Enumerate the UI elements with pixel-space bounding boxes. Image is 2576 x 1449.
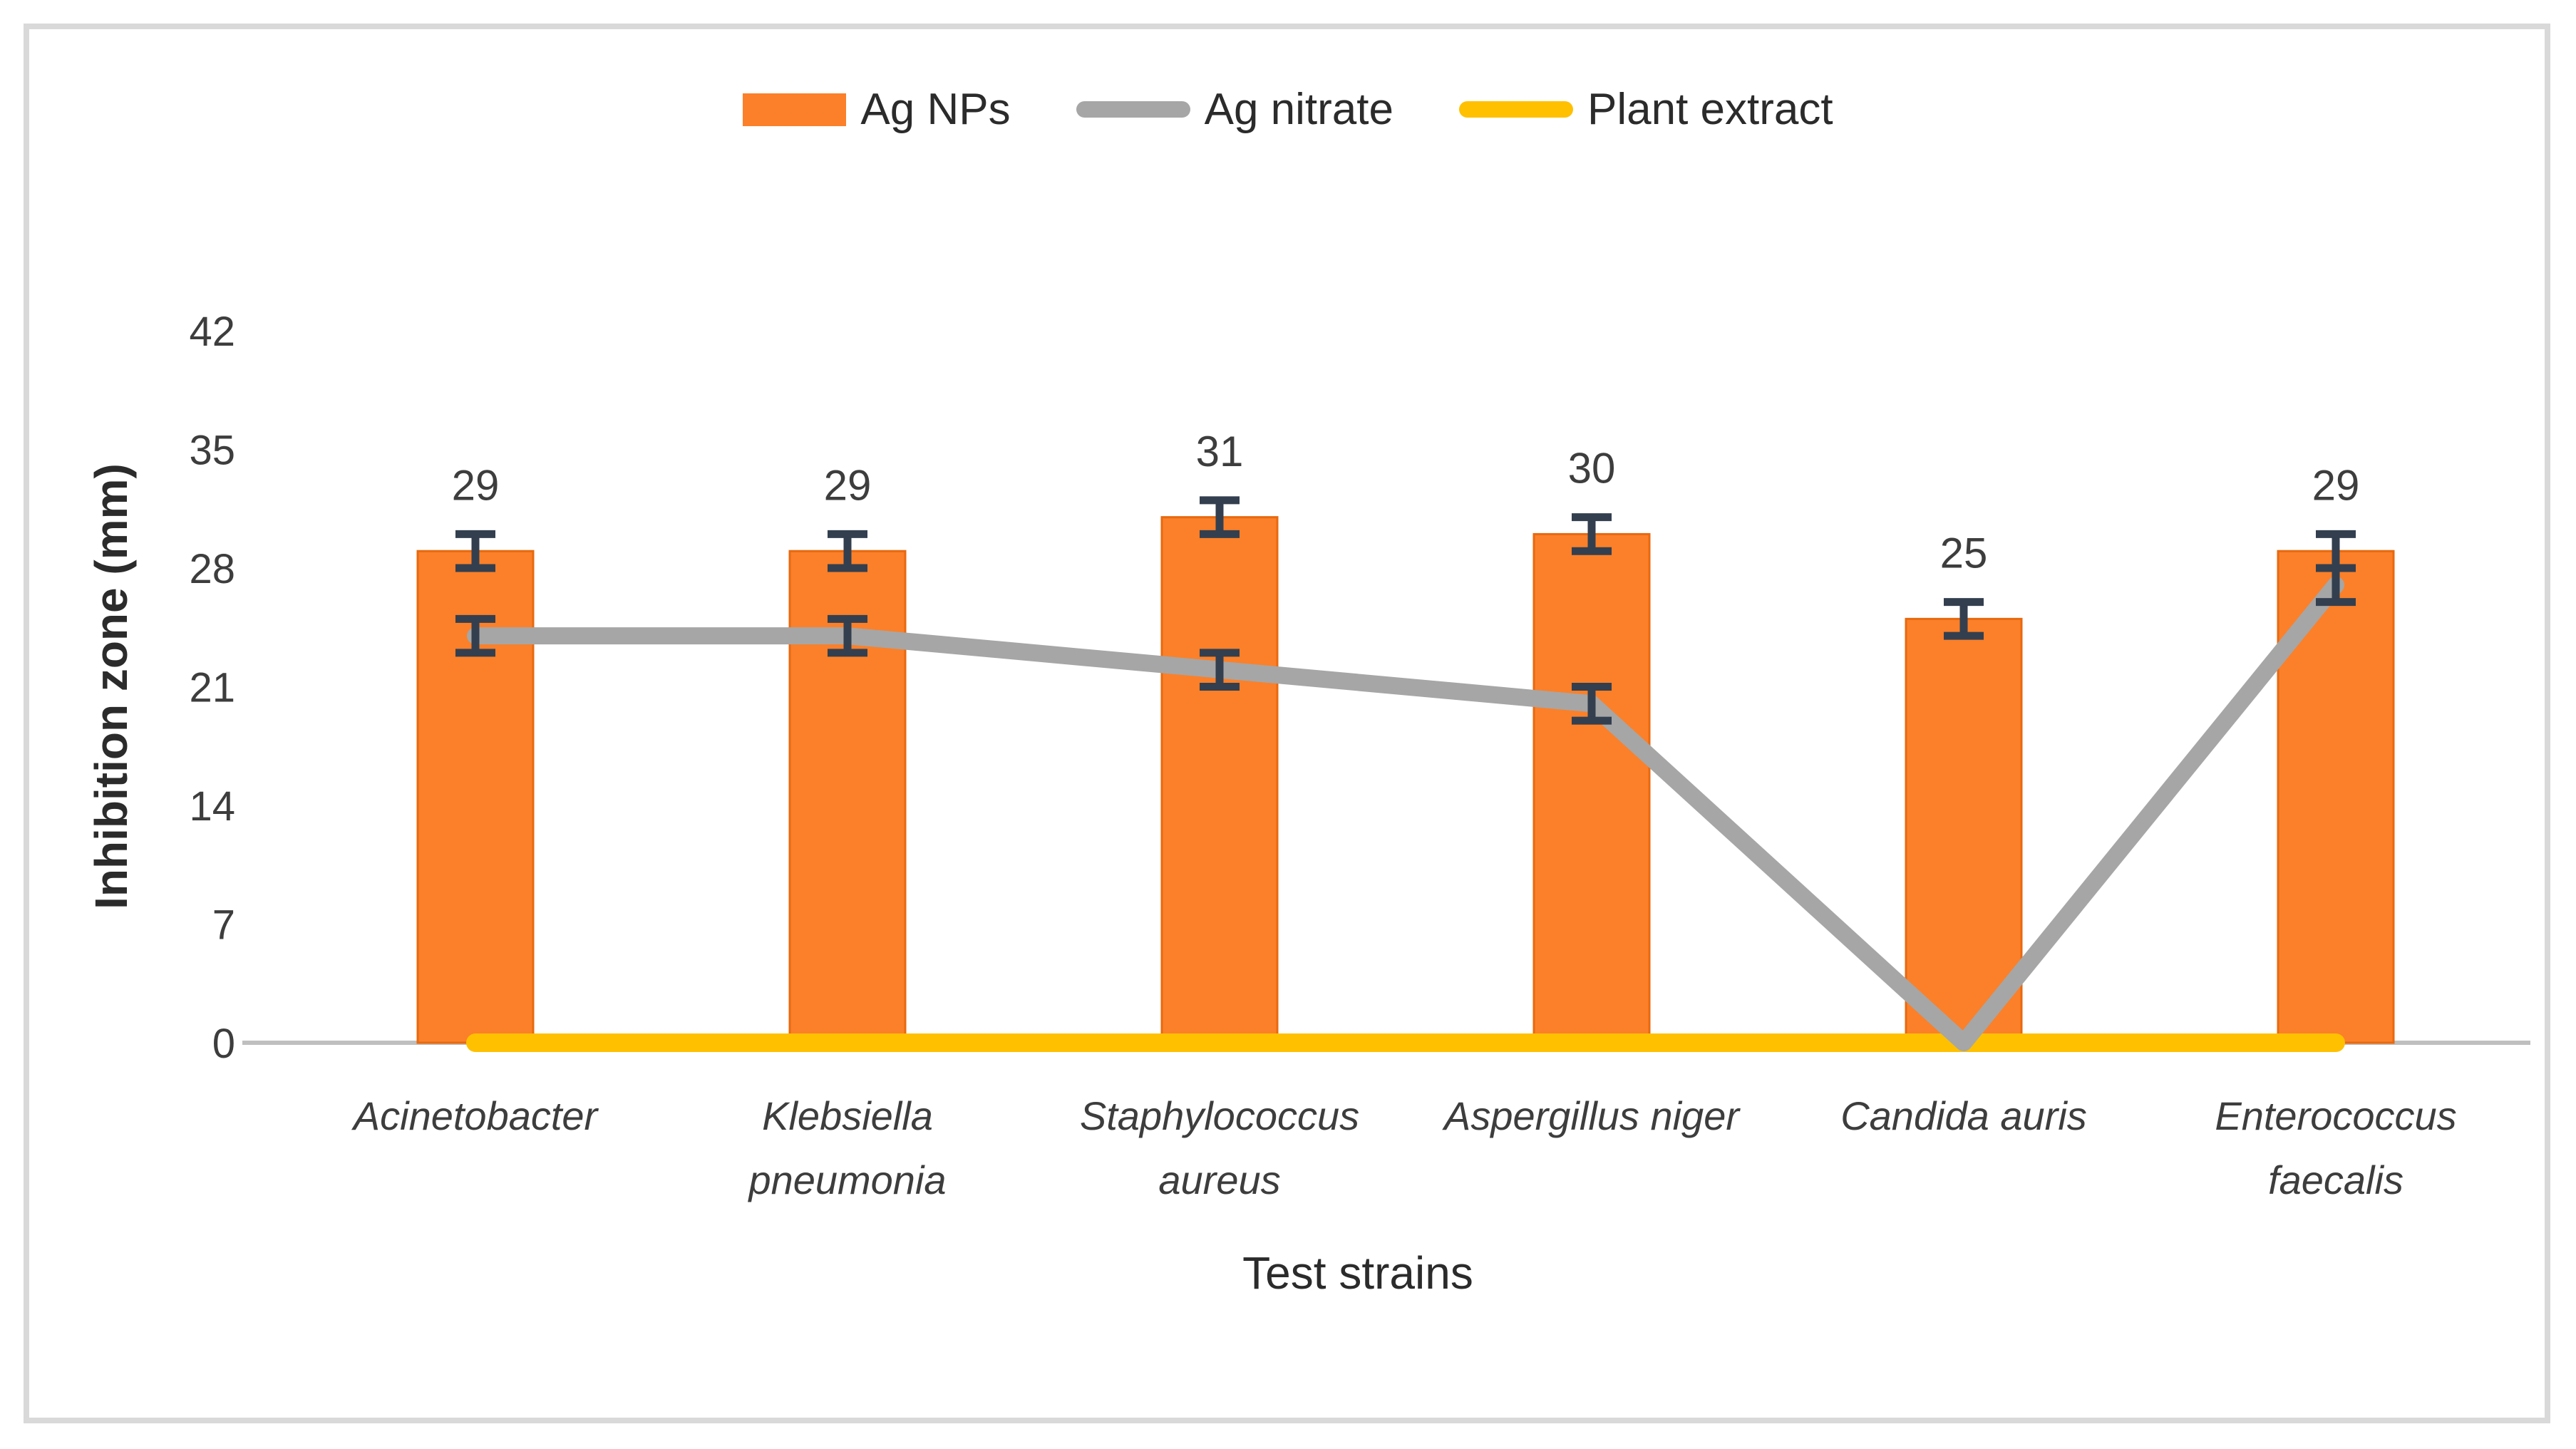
y-axis-title: Inhibition zone (mm) [86, 463, 137, 909]
bar-data-label: 29 [2312, 461, 2360, 509]
bar-data-label: 30 [1568, 445, 1616, 493]
bar-data-label: 31 [1196, 428, 1244, 475]
category-label: Enterococcus faecalis [2215, 1093, 2456, 1202]
bar-data-label: 29 [452, 461, 500, 509]
bar [1532, 532, 1651, 1044]
legend-item-ag-nitrate: Ag nitrate [1076, 84, 1393, 135]
y-tick-label: 28 [189, 546, 235, 592]
legend-label-ag-nitrate: Ag nitrate [1204, 85, 1393, 134]
ag-nitrate-line [467, 576, 2344, 1051]
y-tick-label: 14 [189, 783, 235, 830]
bar [1160, 516, 1279, 1044]
x-axis-title: Test strains [1242, 1247, 1473, 1299]
bar-data-label: 29 [824, 461, 872, 509]
legend-label-ag-nps: Ag NPs [860, 85, 1011, 134]
legend-item-plant-extract: Plant extract [1458, 84, 1833, 135]
line-swatch-icon [1458, 101, 1573, 118]
category-label: Klebsiella pneumonia [747, 1093, 946, 1202]
y-tick-label: 42 [189, 309, 235, 355]
category-label: Aspergillus niger [1442, 1093, 1741, 1138]
y-tick-label: 7 [212, 902, 235, 949]
y-tick-label: 35 [189, 428, 235, 474]
category-label: Candida auris [1840, 1093, 2087, 1138]
category-label: Acinetobacter [351, 1093, 599, 1138]
bar [1905, 617, 2023, 1044]
y-tick-label: 0 [212, 1021, 235, 1067]
legend-item-ag-nps: Ag NPs [743, 84, 1011, 135]
bar-data-label: 25 [1940, 530, 1988, 577]
line-swatch-icon [1076, 101, 1190, 118]
legend: Ag NPs Ag nitrate Plant extract [0, 84, 2576, 135]
category-label: Staphylococcus aureus [1080, 1093, 1359, 1202]
legend-label-plant-extract: Plant extract [1587, 85, 1833, 134]
y-tick-label: 21 [189, 665, 235, 711]
bar-swatch-icon [743, 93, 847, 126]
